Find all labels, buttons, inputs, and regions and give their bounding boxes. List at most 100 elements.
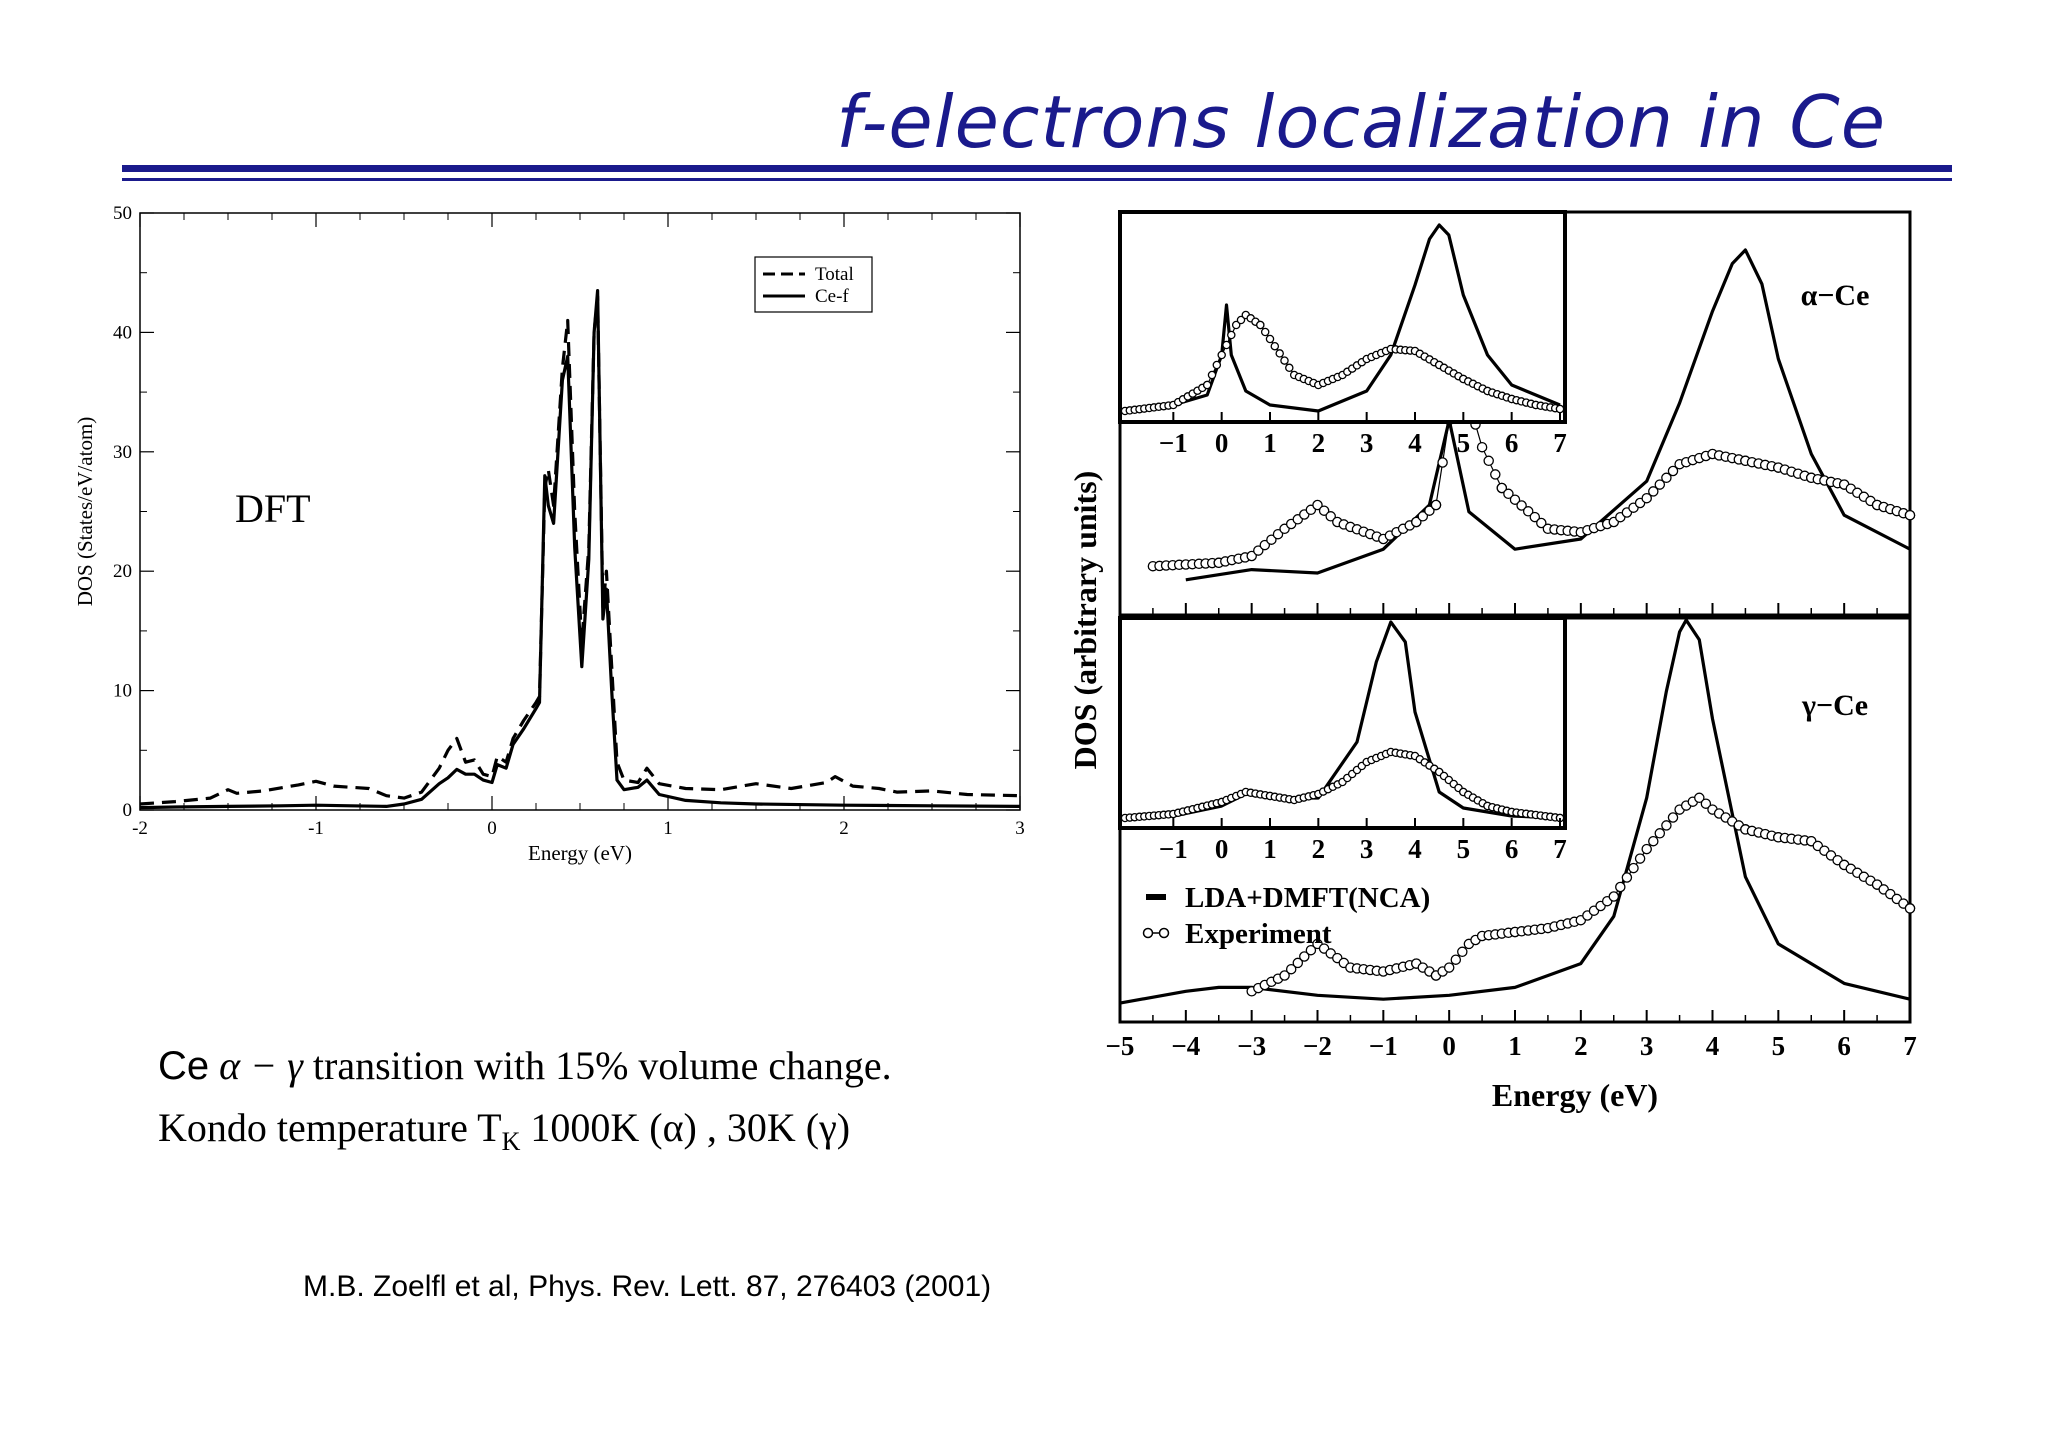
- dmft-panel-alpha-exp-point: [1266, 534, 1277, 545]
- dft-x-tick-label: 1: [663, 818, 673, 839]
- dmft-panel-gamma-exp-point: [1700, 798, 1712, 809]
- dmft-panel-gamma-exp-point: [1457, 946, 1468, 958]
- dft-annotation: DFT: [235, 486, 311, 531]
- caption: Ce α − γ transition with 15% volume chan…: [158, 1035, 892, 1173]
- reference: M.B. Zoelfl et al, Phys. Rev. Lett. 87, …: [303, 1270, 992, 1303]
- dmft-panel-gamma-inset-x-tick-label: 5: [1457, 834, 1471, 864]
- dmft-panel-gamma-exp-point: [1634, 853, 1646, 864]
- dft-series-total: [139, 295, 1021, 806]
- dmft-panel-alpha-inset-x-tick-label: 3: [1360, 428, 1374, 458]
- dmft-panel-gamma-inset-x-tick-label: 6: [1505, 834, 1519, 864]
- dft-x-tick-label: -1: [308, 818, 324, 839]
- dmft-panel-alpha-exp-point: [1536, 517, 1547, 529]
- dmft-panel-gamma-exp-point: [1628, 862, 1639, 874]
- dft-x-tick-label: 2: [839, 818, 849, 839]
- dft-y-tick-label: 40: [113, 322, 132, 343]
- dmft-panel-gamma-inset-x-tick-label: 2: [1312, 834, 1326, 864]
- dft-legend-label: Ce-f: [815, 286, 849, 307]
- dft-y-tick-label: 50: [113, 203, 132, 224]
- dmft-panel-gamma-label: γ−Ce: [1801, 689, 1868, 722]
- dmft-panel-alpha-exp-point: [1509, 494, 1521, 505]
- dmft-x-tick-label: 4: [1706, 1031, 1720, 1061]
- dmft-dos-chart: α−Ce −1 0 1 2 3 4 5 6 7 γ−Ce −1 0 1 2 3 4 5 6 7 −5 −4 −3 −2 −1 0 1…: [1067, 210, 1917, 1113]
- dft-series-cef: [139, 289, 1021, 810]
- dmft-panel-gamma-inset-x-tick-label: −1: [1159, 834, 1188, 864]
- dmft-panel-alpha-exp-point: [1641, 492, 1652, 504]
- dmft-panel-alpha-inset-exp-point: [1212, 360, 1222, 370]
- dmft-panel-alpha-inset-exp-point: [1202, 380, 1212, 390]
- dmft-panel-alpha-exp-point: [1417, 511, 1429, 522]
- slide-title: f-electrons localization in Ce: [836, 80, 1886, 164]
- dmft-panel-alpha-exp-point: [1411, 516, 1422, 528]
- dmft-plot-area: α−Ce −1 0 1 2 3 4 5 6 7 γ−Ce −1 0 1 2 3 4 5 6 7 −5 −4 −3 −2 −1 0 1…: [1067, 210, 1917, 1113]
- dmft-panel-alpha-inset-exp-point: [1217, 350, 1226, 360]
- dmft-x-tick-label: 3: [1640, 1031, 1654, 1061]
- caption-line-1: Ce α − γ transition with 15% volume chan…: [158, 1035, 892, 1097]
- dmft-panel-alpha-exp-point: [1516, 500, 1527, 511]
- dmft-x-tick-label: −2: [1303, 1031, 1332, 1061]
- dmft-panel-gamma-exp-point: [1450, 954, 1462, 965]
- dmft-panel-gamma-exp-point: [1608, 891, 1620, 902]
- dmft-panel-alpha-inset-exp-point: [1227, 330, 1236, 340]
- dmft-panel-alpha-exp-point: [1318, 505, 1330, 516]
- dft-y-tick-label: 20: [113, 561, 132, 582]
- dmft-panel-gamma-inset-frame: [1118, 616, 1567, 830]
- dmft-x-tick-label: −5: [1106, 1031, 1135, 1061]
- dmft-panel-gamma-exp-point: [1904, 903, 1916, 914]
- dmft-panel-alpha-exp-point: [1496, 482, 1508, 494]
- dmft-panel-alpha-exp-point: [1503, 488, 1514, 500]
- dmft-x-tick-label: −1: [1369, 1031, 1398, 1061]
- dmft-x-tick-label: 5: [1772, 1031, 1786, 1061]
- dmft-panel-gamma-exp-point: [1305, 944, 1317, 956]
- dmft-panel-alpha-inset-exp-point: [1285, 363, 1294, 373]
- dmft-panel-alpha-inset-exp-point: [1555, 404, 1565, 414]
- dmft-panel-gamma-exp-point: [1661, 820, 1672, 831]
- dmft-x-tick-label: 7: [1903, 1031, 1917, 1061]
- dmft-panel-alpha-exp-point: [1904, 509, 1916, 521]
- dmft-panel-gamma-inset-x-tick-label: 4: [1408, 834, 1422, 864]
- dft-y-tick-label: 0: [123, 800, 133, 821]
- dmft-panel-gamma-exp-point: [1292, 957, 1304, 969]
- dmft-panel-alpha-exp-point: [1490, 469, 1501, 480]
- dmft-panel-gamma-exp-point: [1299, 951, 1310, 962]
- dmft-panel-alpha-inset-exp-point: [1275, 349, 1284, 358]
- dmft-panel-alpha-inset-exp-point: [1256, 320, 1265, 330]
- dmft-x-tick-label: 6: [1837, 1031, 1851, 1061]
- dmft-x-tick-label: 1: [1508, 1031, 1522, 1061]
- dmft-panel-alpha-inset-exp-point: [1265, 334, 1275, 344]
- caption-line-2: Kondo temperature TK 1000K (α) , 30K (γ): [158, 1097, 892, 1173]
- dmft-x-tick-label: −3: [1237, 1031, 1266, 1061]
- dmft-panel-alpha-inset-x-tick-label: −1: [1159, 428, 1188, 458]
- dmft-panel-alpha-exp-point: [1667, 465, 1679, 477]
- caption-transition-text: transition with 15% volume change.: [312, 1043, 892, 1088]
- dmft-x-axis-label: Energy (eV): [1492, 1077, 1658, 1113]
- dmft-panel-alpha-inset-x-tick-label: 0: [1215, 428, 1229, 458]
- dmft-panel-alpha-inset-x-tick-label: 1: [1263, 428, 1277, 458]
- dmft-panel-gamma-exp-point: [1443, 962, 1455, 973]
- caption-alpha-gamma: α − γ: [219, 1043, 303, 1088]
- dft-x-tick-label: -2: [132, 818, 148, 839]
- dmft-panel-gamma-exp-point: [1285, 963, 1297, 975]
- dmft-panel-alpha-exp-point: [1430, 499, 1442, 511]
- dmft-panel-gamma-exp-point: [1654, 828, 1666, 839]
- dmft-panel-alpha-exp-point: [1529, 511, 1541, 523]
- dmft-panel-alpha-exp-point: [1424, 505, 1435, 516]
- caption-ce: Ce: [158, 1044, 210, 1088]
- dmft-panel-alpha-exp-point: [1312, 499, 1323, 511]
- dmft-panel-alpha-inset-exp-point: [1260, 327, 1270, 337]
- dmft-panel-alpha-inset-x-tick-label: 7: [1553, 428, 1567, 458]
- dmft-panel-alpha-exp-point: [1476, 441, 1488, 453]
- caption-kondo-text: Kondo temperature T: [158, 1105, 502, 1150]
- dmft-panel-gamma-inset-x-tick-label: 1: [1263, 834, 1277, 864]
- dmft-panel-gamma-exp-point: [1615, 881, 1626, 893]
- dmft-panel-alpha-inset-x-tick-label: 2: [1312, 428, 1326, 458]
- dmft-panel-alpha-inset-exp-point: [1222, 340, 1231, 350]
- dmft-panel-alpha-exp-point: [1259, 539, 1271, 551]
- caption-kondo-values: 1000K (α) , 30K (γ): [530, 1105, 851, 1150]
- dft-y-tick-label: 10: [113, 681, 132, 702]
- dmft-panel-alpha-exp-point: [1483, 455, 1494, 467]
- dmft-panel-alpha-exp-point: [1654, 479, 1666, 490]
- dmft-panel-alpha-inset-x-tick-label: 5: [1457, 428, 1471, 458]
- dmft-legend-exp-label: Experiment: [1185, 918, 1332, 950]
